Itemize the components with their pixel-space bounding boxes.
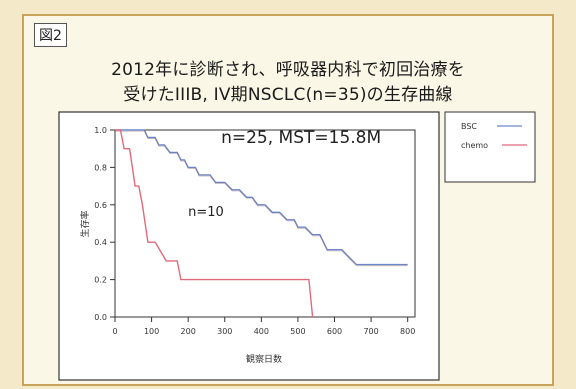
x-tick-label: 700 bbox=[363, 327, 378, 336]
tick-labels: 0.0 0.2 0.4 0.6 0.8 1.0 0 100 200 300 400 500 600 700… bbox=[94, 126, 415, 336]
x-tick-label: 300 bbox=[217, 327, 232, 336]
annotation-chemo: n=10 bbox=[188, 205, 224, 220]
x-tick-label: 200 bbox=[181, 327, 196, 336]
x-tick-label: 500 bbox=[290, 327, 305, 336]
figure-label: 図2 bbox=[34, 23, 67, 47]
axis-ticks bbox=[110, 129, 409, 322]
x-axis-label: 観察日数 bbox=[246, 353, 282, 365]
series-line-bsc-overlay bbox=[115, 130, 408, 267]
series-line-bsc bbox=[115, 129, 408, 266]
series-lines bbox=[115, 129, 408, 318]
x-tick-label: 400 bbox=[254, 327, 269, 336]
series-line-chemo bbox=[115, 129, 314, 318]
x-tick-label: 800 bbox=[400, 327, 415, 336]
legend-box bbox=[444, 111, 536, 183]
y-tick-label: 0.0 bbox=[94, 313, 107, 322]
chart-title-line2: 受けたIIIB, IV期NSCLC(n=35)の生存曲線 bbox=[123, 85, 453, 105]
y-tick-label: 1.0 bbox=[94, 126, 107, 135]
chart-title-line1: 2012年に診断され、呼吸器内科で初回治療を bbox=[111, 60, 465, 80]
plot-area bbox=[114, 129, 416, 318]
y-tick-label: 0.4 bbox=[94, 238, 107, 247]
y-axis-label: 生存率 bbox=[79, 210, 91, 237]
x-tick-label: 0 bbox=[112, 327, 117, 336]
legend: BSC chemo bbox=[444, 111, 536, 183]
y-tick-label: 0.6 bbox=[94, 201, 107, 210]
x-tick-label: 100 bbox=[144, 327, 159, 336]
legend-label-chemo: chemo bbox=[461, 141, 488, 150]
annotation-bsc: n=25, MST=15.8M bbox=[221, 128, 381, 148]
x-tick-label: 600 bbox=[327, 327, 342, 336]
y-tick-label: 0.2 bbox=[94, 276, 107, 285]
y-tick-label: 0.8 bbox=[94, 163, 107, 172]
legend-label-bsc: BSC bbox=[461, 122, 477, 131]
